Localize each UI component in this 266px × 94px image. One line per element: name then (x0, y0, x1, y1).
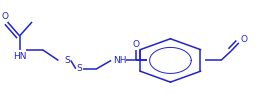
Text: O: O (240, 35, 247, 44)
Text: NH: NH (114, 56, 127, 65)
Text: S: S (77, 64, 82, 73)
Text: S: S (64, 56, 70, 65)
Text: O: O (133, 40, 140, 49)
Text: O: O (1, 12, 9, 21)
Text: HN: HN (13, 52, 26, 61)
